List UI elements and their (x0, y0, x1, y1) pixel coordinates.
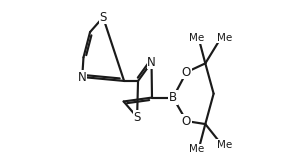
Text: Me: Me (216, 32, 232, 43)
Text: O: O (182, 66, 191, 79)
Text: N: N (78, 71, 87, 84)
Text: S: S (133, 111, 141, 124)
Text: Me: Me (216, 140, 232, 150)
Text: S: S (99, 11, 107, 24)
Text: B: B (169, 91, 177, 104)
Text: O: O (182, 115, 191, 128)
Text: N: N (147, 56, 156, 69)
Text: Me: Me (189, 144, 205, 154)
Text: Me: Me (189, 33, 205, 43)
